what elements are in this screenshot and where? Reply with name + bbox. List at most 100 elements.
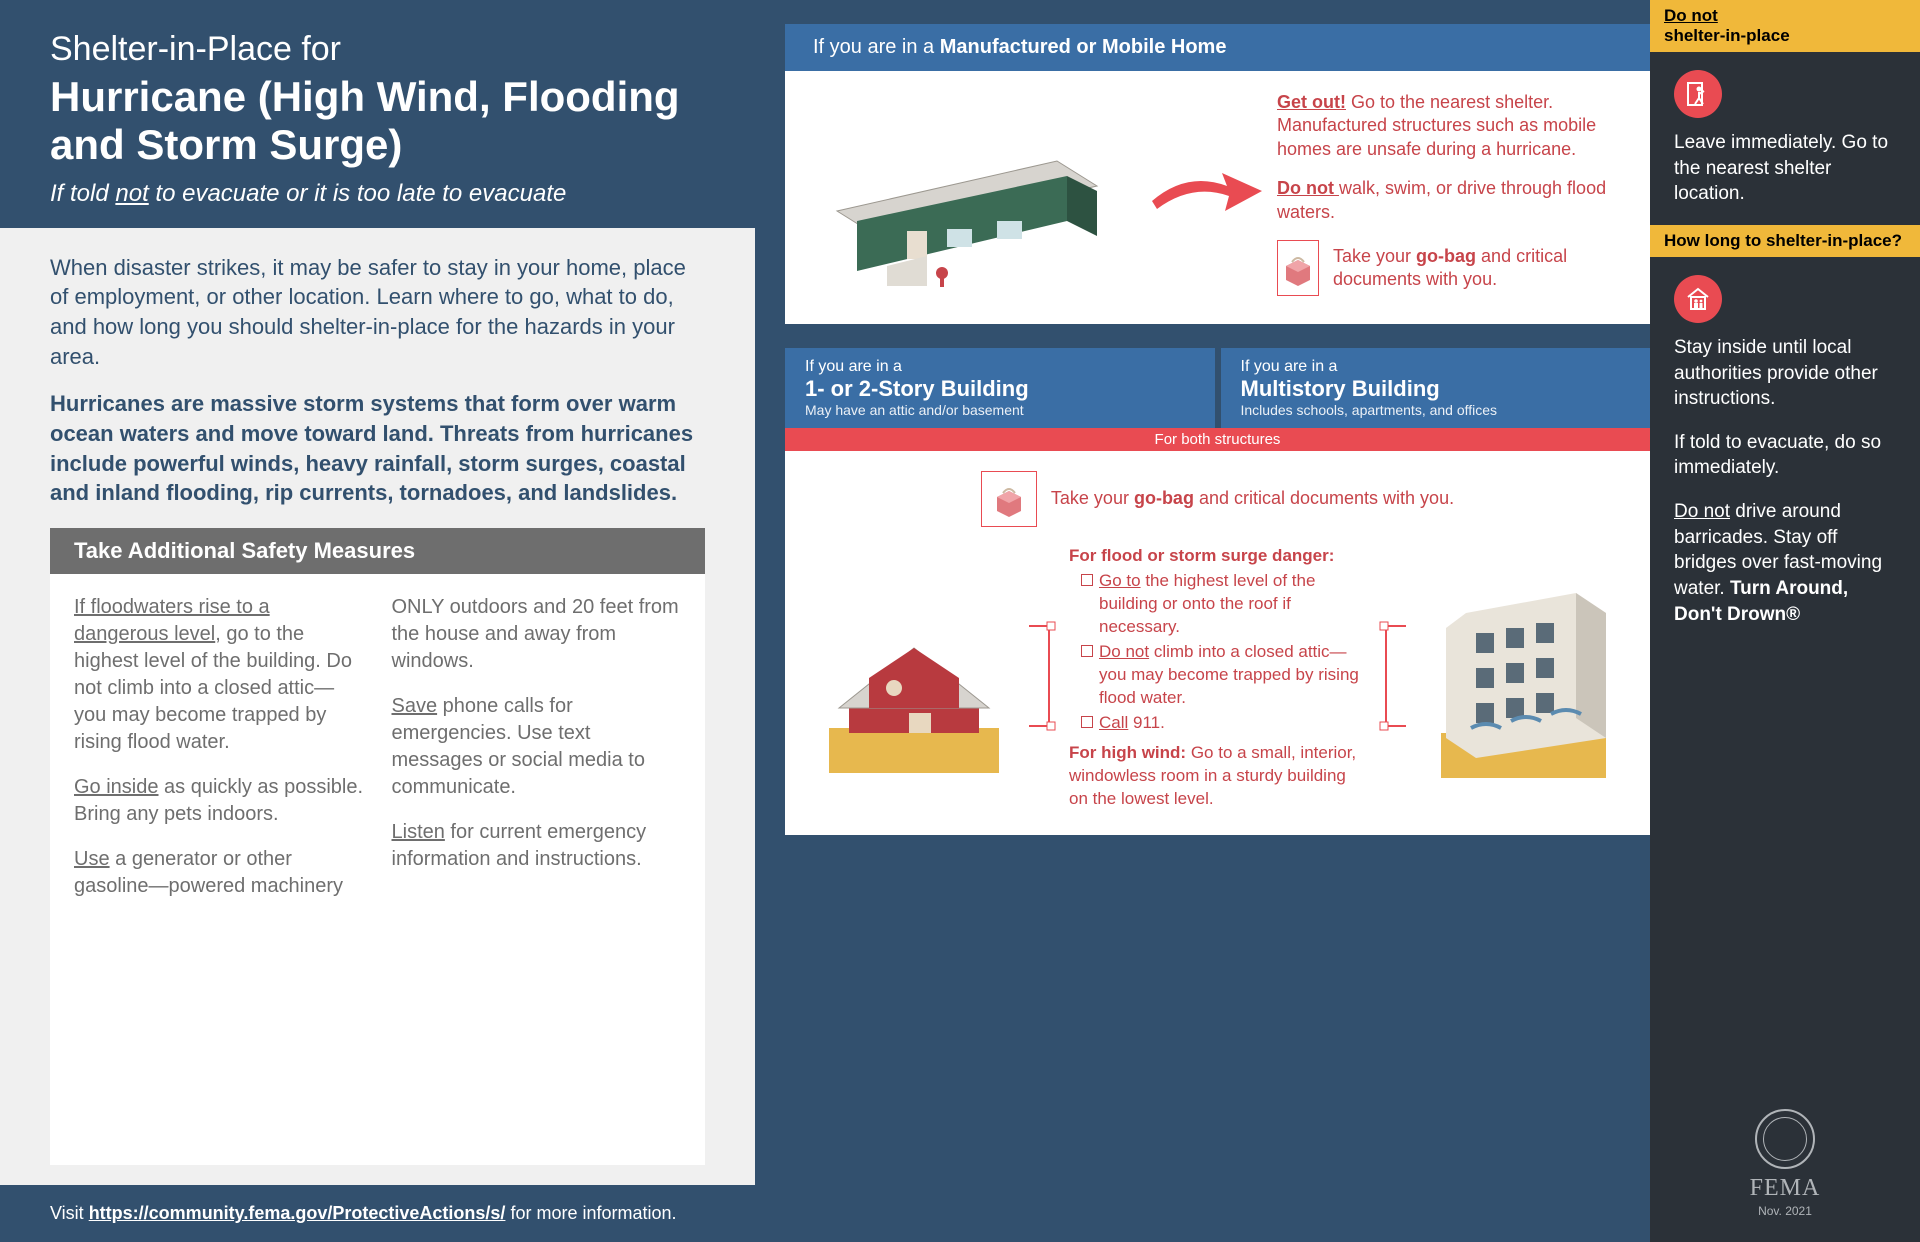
checkbox-icon: [1081, 574, 1093, 586]
go-bag-icon: [1277, 240, 1319, 296]
page: Shelter-in-Place for Hurricane (High Win…: [0, 0, 1920, 1242]
flood-item-1: Go to the highest level of the building …: [1081, 570, 1366, 639]
y1-rest: shelter-in-place: [1664, 26, 1790, 45]
structures-main: For flood or storm surge danger: Go to t…: [809, 545, 1626, 811]
safety-goinside: Go inside as quickly as possible. Bring …: [74, 774, 364, 828]
mobile-getout: Get out! Go to the nearest shelter. Manu…: [1277, 91, 1626, 161]
intro-box: When disaster strikes, it may be safer t…: [0, 228, 755, 1185]
h2-line2: Multistory Building: [1241, 376, 1631, 402]
header-subtitle: If told not to evacuate or it is too lat…: [50, 180, 705, 208]
scenario-structures: If you are in a 1- or 2-Story Building M…: [785, 348, 1650, 835]
safety-listen-u: Listen: [392, 821, 445, 843]
checkbox-icon: [1081, 716, 1093, 728]
intro-p1: When disaster strikes, it may be safer t…: [50, 253, 705, 372]
fema-seal-icon: [1755, 1109, 1815, 1169]
sub-before: If told: [50, 180, 115, 207]
mobile-body: Get out! Go to the nearest shelter. Manu…: [785, 71, 1650, 324]
mobile-getout-u: Get out!: [1277, 92, 1346, 112]
f3-rest: 911.: [1128, 713, 1165, 732]
section-leave: Leave immediately. Go to the nearest she…: [1650, 52, 1920, 225]
fema-name: FEMA: [1650, 1175, 1920, 1202]
mobile-bag-text: Take your go-bag and critical documents …: [1333, 245, 1626, 292]
left-column: Shelter-in-Place for Hurricane (High Win…: [0, 0, 755, 1242]
y1-u: Do not: [1664, 6, 1718, 25]
f3-u: Call: [1099, 713, 1128, 732]
mobile-home-icon: [797, 91, 1137, 291]
header-pretitle: Shelter-in-Place for: [50, 30, 705, 69]
bag-b: go-bag: [1416, 246, 1476, 266]
scenario-mobile-home: If you are in a Manufactured or Mobile H…: [785, 24, 1650, 324]
mobile-head-bold: Manufactured or Mobile Home: [940, 36, 1227, 58]
footer-post: for more information.: [505, 1203, 676, 1223]
p3-u: Do not: [1674, 501, 1730, 522]
shelter-icon: [1674, 275, 1722, 323]
go-bag-icon: [981, 471, 1037, 527]
mobile-donot-u: Do not: [1277, 178, 1339, 198]
wind-heading: For high wind:: [1069, 743, 1186, 762]
connector-right: [1376, 606, 1406, 751]
arrow-icon: [1147, 161, 1267, 226]
safety-col-2: ONLY outdoors and 20 feet from the house…: [392, 594, 682, 918]
header: Shelter-in-Place for Hurricane (High Win…: [0, 0, 755, 228]
middle-column: If you are in a Manufactured or Mobile H…: [755, 0, 1650, 1242]
yellow-heading-donot: Do not shelter-in-place: [1650, 0, 1920, 52]
fema-footer: FEMA Nov. 2021: [1650, 1089, 1920, 1242]
safety-col-1: If floodwaters rise to a dangerous level…: [74, 594, 364, 918]
safety-listen: Listen for current emergency information…: [392, 819, 682, 873]
h2-line1: If you are in a: [1241, 358, 1631, 376]
sbag-b: go-bag: [1134, 488, 1194, 508]
safety-save-u: Save: [392, 695, 438, 717]
mobile-donot: Do not walk, swim, or drive through floo…: [1277, 177, 1626, 224]
flood-item-2: Do not climb into a closed attic—you may…: [1081, 641, 1366, 710]
h1-line3: May have an attic and/or basement: [805, 402, 1195, 418]
flood-item-3: Call 911.: [1081, 712, 1366, 735]
safety-use: Use a generator or other gasoline—powere…: [74, 846, 364, 900]
f1-u: Go to: [1099, 571, 1141, 590]
section-howlong: Stay inside until local authorities prov…: [1650, 257, 1920, 645]
checkbox-icon: [1081, 645, 1093, 657]
mobile-bag-row: Take your go-bag and critical documents …: [1277, 240, 1626, 296]
intro-p2: Hurricanes are massive storm systems tha…: [50, 389, 705, 508]
h1-line2: 1- or 2-Story Building: [805, 376, 1195, 402]
safety-only: ONLY outdoors and 20 feet from the house…: [392, 594, 682, 675]
fema-date: Nov. 2021: [1650, 1204, 1920, 1218]
heading-multistory: If you are in a Multistory Building Incl…: [1221, 348, 1651, 428]
howlong-p1: Stay inside until local authorities prov…: [1674, 335, 1896, 412]
for-both-label: For both structures: [785, 428, 1650, 451]
safety-flood: If floodwaters rise to a dangerous level…: [74, 594, 364, 756]
exit-icon: [1674, 70, 1722, 118]
structures-bag-text: Take your go-bag and critical documents …: [1051, 488, 1454, 509]
howlong-p3: Do not drive around barricades. Stay off…: [1674, 499, 1896, 627]
connector-left: [1029, 606, 1059, 751]
howlong-p2: If told to evacuate, do so immediately.: [1674, 430, 1896, 481]
safety-columns: If floodwaters rise to a dangerous level…: [50, 574, 705, 938]
structures-text: For flood or storm surge danger: Go to t…: [1069, 545, 1366, 811]
sub-underline: not: [115, 180, 148, 207]
safety-save: Save phone calls for emergencies. Use te…: [392, 693, 682, 801]
safety-use-rest: a generator or other gasoline—powered ma…: [74, 848, 343, 897]
h1-line1: If you are in a: [805, 358, 1195, 376]
safety-goinside-u: Go inside: [74, 776, 159, 798]
sbag-post: and critical documents with you.: [1194, 488, 1454, 508]
safety-box: Take Additional Safety Measures If flood…: [50, 528, 705, 1165]
leave-text: Leave immediately. Go to the nearest she…: [1674, 130, 1896, 207]
footer-link: https://community.fema.gov/ProtectiveAct…: [89, 1203, 506, 1223]
heading-1-2-story: If you are in a 1- or 2-Story Building M…: [785, 348, 1215, 428]
right-column: Do not shelter-in-place Leave immediatel…: [1650, 0, 1920, 1242]
mobile-heading: If you are in a Manufactured or Mobile H…: [785, 24, 1650, 71]
structures-bag-row: Take your go-bag and critical documents …: [809, 471, 1626, 527]
header-title: Hurricane (High Wind, Flooding and Storm…: [50, 73, 705, 170]
f2-u: Do not: [1099, 642, 1149, 661]
safety-heading: Take Additional Safety Measures: [50, 528, 705, 574]
flood-heading: For flood or storm surge danger:: [1069, 545, 1366, 568]
yellow-heading-howlong: How long to shelter-in-place?: [1650, 225, 1920, 257]
h2-line3: Includes schools, apartments, and office…: [1241, 402, 1631, 418]
footer: Visit https://community.fema.gov/Protect…: [0, 1185, 755, 1242]
mobile-head-pre: If you are in a: [813, 36, 940, 58]
sbag-pre: Take your: [1051, 488, 1134, 508]
multistory-icon: [1416, 573, 1626, 783]
sub-after: to evacuate or it is too late to evacuat…: [149, 180, 567, 207]
structures-body: Take your go-bag and critical documents …: [785, 451, 1650, 835]
house-icon: [809, 578, 1019, 778]
structures-heading: If you are in a 1- or 2-Story Building M…: [785, 348, 1650, 428]
